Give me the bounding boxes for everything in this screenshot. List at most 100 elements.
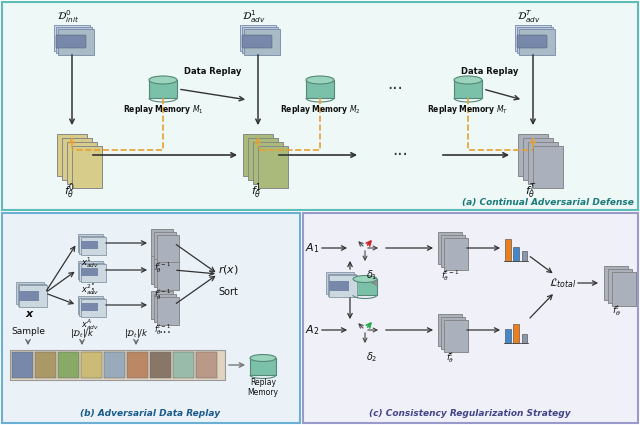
Text: $|\mathcal{D}_t|/k$: $|\mathcal{D}_t|/k$	[124, 327, 148, 340]
Ellipse shape	[306, 76, 334, 84]
Bar	[150, 352, 171, 378]
Text: $f^T_\theta$: $f^T_\theta$	[525, 181, 537, 201]
Bar	[444, 320, 468, 352]
Bar	[438, 232, 462, 264]
Text: (c) Consistency Regularization Strategy: (c) Consistency Regularization Strategy	[369, 409, 571, 418]
Bar	[326, 272, 354, 294]
Bar	[250, 358, 276, 375]
Bar	[19, 291, 39, 301]
FancyBboxPatch shape	[56, 35, 86, 48]
Text: (b) Adversarial Data Replay: (b) Adversarial Data Replay	[80, 409, 220, 418]
Bar	[77, 234, 102, 252]
Bar	[72, 146, 102, 188]
Text: $f^0_\theta$: $f^0_\theta$	[65, 181, 76, 201]
Text: Replay Memory $M_T$: Replay Memory $M_T$	[428, 103, 509, 116]
Text: $\delta_1$: $\delta_1$	[366, 268, 378, 282]
Bar	[608, 269, 632, 303]
Bar	[57, 134, 87, 176]
Bar	[77, 296, 102, 314]
Bar	[505, 329, 511, 343]
Bar	[127, 352, 148, 378]
Bar	[522, 251, 527, 261]
Text: Sample: Sample	[11, 327, 45, 336]
Bar	[441, 235, 465, 267]
Bar	[62, 138, 92, 180]
Bar	[79, 263, 104, 280]
Bar	[157, 262, 179, 290]
Text: ···: ···	[387, 80, 403, 98]
Bar	[523, 138, 553, 180]
Text: $A_2$: $A_2$	[305, 323, 319, 337]
Text: $\vdots$: $\vdots$	[85, 280, 95, 295]
Bar	[519, 29, 555, 55]
Text: ···: ···	[159, 326, 172, 340]
Bar	[81, 241, 97, 249]
Text: (a) Continual Adversarial Defense: (a) Continual Adversarial Defense	[462, 198, 634, 207]
Ellipse shape	[250, 354, 276, 362]
Text: $x^1_{adv}$: $x^1_{adv}$	[81, 255, 99, 270]
Bar	[306, 80, 334, 98]
Bar	[104, 352, 125, 378]
Bar	[81, 268, 97, 276]
Bar	[240, 25, 276, 51]
Bar	[328, 274, 355, 295]
Bar	[151, 229, 173, 257]
Text: $\boldsymbol{x}$: $\boldsymbol{x}$	[25, 309, 35, 319]
Ellipse shape	[149, 76, 177, 84]
Text: $f^{t-1}_\theta$: $f^{t-1}_\theta$	[154, 287, 170, 302]
Bar	[253, 142, 283, 184]
FancyBboxPatch shape	[10, 350, 225, 380]
Bar	[58, 29, 94, 55]
Text: Replay Memory $M_2$: Replay Memory $M_2$	[280, 103, 360, 116]
Text: $\delta_2$: $\delta_2$	[366, 350, 378, 364]
Text: Data Replay: Data Replay	[184, 67, 242, 76]
Bar	[444, 238, 468, 270]
Bar	[438, 314, 462, 346]
Text: Sort: Sort	[218, 287, 238, 297]
Bar	[154, 259, 176, 287]
Text: $\mathcal{D}^0_{init}$: $\mathcal{D}^0_{init}$	[57, 8, 79, 25]
Text: $r(x)$: $r(x)$	[218, 264, 239, 277]
Bar	[157, 235, 179, 263]
Text: $x^A_{adv}$: $x^A_{adv}$	[81, 317, 99, 332]
Text: ···: ···	[392, 146, 408, 164]
Text: $A_1$: $A_1$	[305, 241, 319, 255]
Text: Replay Memory $M_1$: Replay Memory $M_1$	[123, 103, 204, 116]
Text: $f^t_\theta$: $f^t_\theta$	[446, 350, 454, 365]
Text: $f^t_\theta$: $f^t_\theta$	[612, 303, 620, 318]
Bar	[79, 298, 104, 315]
Bar	[454, 80, 482, 98]
Bar	[242, 27, 278, 53]
FancyBboxPatch shape	[2, 2, 638, 210]
Bar	[54, 25, 90, 51]
Bar	[612, 272, 636, 306]
Bar	[79, 235, 104, 253]
Bar	[12, 352, 33, 378]
Bar	[154, 232, 176, 260]
Bar	[243, 134, 273, 176]
Bar	[515, 25, 551, 51]
Bar	[248, 138, 278, 180]
Bar	[329, 275, 357, 297]
FancyBboxPatch shape	[242, 35, 272, 48]
Text: Replay
Memory: Replay Memory	[248, 378, 278, 397]
Bar	[518, 134, 548, 176]
Bar	[77, 261, 102, 279]
Text: $|\mathcal{D}_t|/k$: $|\mathcal{D}_t|/k$	[70, 327, 95, 340]
Bar	[533, 146, 563, 188]
Text: $f^{t-1}_\theta$: $f^{t-1}_\theta$	[154, 260, 170, 275]
Bar	[149, 80, 177, 98]
Bar	[154, 294, 176, 322]
Bar	[173, 352, 194, 378]
Bar	[151, 291, 173, 319]
Bar	[329, 281, 349, 291]
Bar	[258, 146, 288, 188]
Bar	[81, 352, 102, 378]
Bar	[604, 266, 628, 300]
Bar	[441, 317, 465, 349]
Bar	[196, 352, 217, 378]
Bar	[81, 299, 106, 317]
Bar	[513, 246, 519, 261]
Bar	[244, 29, 280, 55]
Bar	[528, 142, 558, 184]
